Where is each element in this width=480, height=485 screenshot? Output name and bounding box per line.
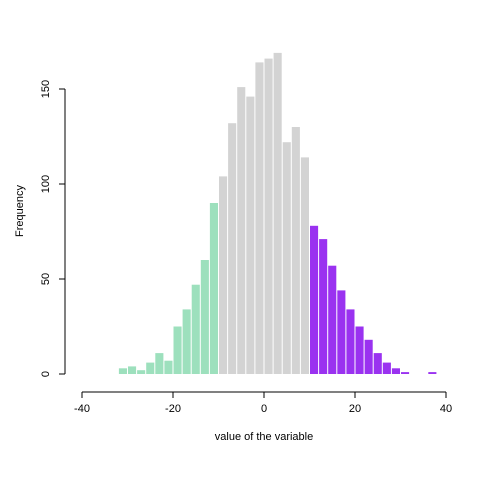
y-axis-label: Frequency bbox=[14, 185, 26, 237]
x-tick-label: -40 bbox=[74, 403, 90, 415]
histogram-bar bbox=[310, 225, 319, 374]
histogram-bar bbox=[273, 52, 282, 375]
histogram-bar bbox=[346, 309, 355, 374]
histogram-bar bbox=[264, 58, 273, 374]
histogram-bar bbox=[328, 265, 337, 374]
histogram-bar bbox=[291, 127, 300, 374]
x-tick-label: 0 bbox=[261, 403, 267, 415]
histogram-bar bbox=[164, 360, 173, 374]
x-tick-label: 40 bbox=[440, 403, 452, 415]
histogram-bar bbox=[182, 309, 191, 374]
histogram-bar bbox=[246, 96, 255, 374]
histogram-bar bbox=[337, 290, 346, 374]
histogram-bar bbox=[282, 142, 291, 374]
y-tick-label: 100 bbox=[40, 175, 52, 193]
histogram-bar bbox=[373, 353, 382, 374]
y-tick-label: 50 bbox=[40, 273, 52, 285]
histogram-bar bbox=[118, 368, 127, 374]
histogram-bar bbox=[155, 353, 164, 374]
x-ticks: -40 -20 0 20 40 bbox=[74, 392, 452, 415]
histogram-bar bbox=[200, 260, 209, 374]
bars-layer bbox=[118, 52, 437, 375]
histogram-bar bbox=[428, 372, 437, 374]
histogram-bar bbox=[219, 176, 228, 374]
y-tick-label: 0 bbox=[40, 371, 52, 377]
histogram-bar bbox=[391, 368, 400, 374]
histogram-bar bbox=[364, 339, 373, 374]
histogram-bar bbox=[237, 87, 246, 374]
histogram-bar bbox=[382, 362, 391, 374]
histogram-bar bbox=[137, 370, 146, 374]
histogram-bar bbox=[255, 62, 264, 375]
histogram-bar bbox=[319, 239, 328, 374]
histogram-bar bbox=[228, 123, 237, 374]
histogram-bar bbox=[401, 372, 410, 374]
x-tick-label: 20 bbox=[349, 403, 361, 415]
y-ticks: 0 50 100 150 bbox=[40, 80, 65, 377]
histogram-bar bbox=[191, 284, 200, 374]
x-axis-label: value of the variable bbox=[215, 431, 313, 443]
x-tick-label: -20 bbox=[165, 403, 181, 415]
histogram-bar bbox=[209, 203, 218, 374]
histogram-bar bbox=[300, 157, 309, 374]
histogram-bar bbox=[128, 366, 137, 374]
histogram-bar bbox=[355, 326, 364, 374]
y-tick-label: 150 bbox=[40, 80, 52, 98]
histogram-bar bbox=[173, 326, 182, 374]
histogram-bar bbox=[146, 362, 155, 374]
